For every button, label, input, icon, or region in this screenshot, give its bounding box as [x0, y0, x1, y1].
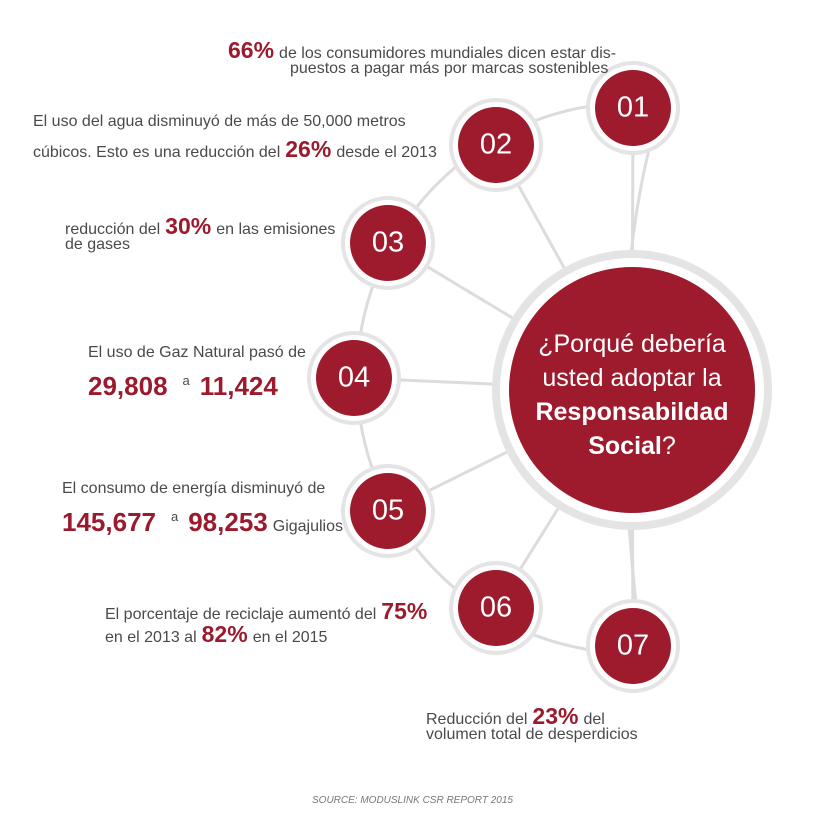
center-text: Responsabildad [535, 398, 728, 426]
text: El porcentaje de reciclaje aumentó del [105, 606, 377, 623]
node-number: 07 [617, 630, 649, 662]
source: SOURCE: MODUSLINK CSR REPORT 2015 [312, 795, 513, 806]
text: de los consumidores mundiales dicen esta… [279, 45, 617, 62]
text-line: cúbicos. Esto es una reducción del 26% des… [33, 136, 437, 162]
highlight: 98,253 [188, 507, 268, 537]
center-line: usted adoptar la [542, 364, 721, 392]
node-circle [458, 107, 534, 183]
text: El uso del agua disminuyó de más de 50,0… [33, 113, 406, 130]
text-line: 29,808 a 11,424 [88, 371, 306, 403]
node-circle [316, 340, 392, 416]
text-line: 145,677 a 98,253 Gigajulios [62, 507, 343, 539]
text: en el 2015 [252, 629, 328, 646]
text-line: El uso del agua disminuyó de más de 50,0… [33, 113, 437, 136]
text-line: El consumo de energía disminuyó de [62, 480, 343, 503]
text-line: de gases [65, 236, 335, 259]
text: desde el 2013 [336, 144, 437, 161]
highlight: 82% [201, 621, 248, 647]
text-line: volumen total de desperdicios [426, 726, 638, 749]
node-number: 06 [480, 592, 512, 624]
item-text: El uso de Gaz Natural pasó de 29,808 a 11,4… [88, 344, 306, 403]
text: cúbicos. Esto es una reducción del [33, 144, 281, 161]
center-text: ? [662, 432, 676, 460]
item-text: Reducción del 23% del volumen total de desp… [426, 703, 638, 749]
text-line: 66% de los consumidores mundiales dicen e… [228, 37, 617, 63]
highlight: 29,808 [88, 371, 168, 401]
text: Reducción del [426, 711, 528, 728]
text: en las emisiones [216, 221, 336, 238]
text: volumen total de desperdicios [426, 726, 638, 743]
item-text: reducción del 30% en las emisiones de gases [65, 213, 335, 259]
text: del [583, 711, 605, 728]
item-text: El consumo de energía disminuyó de 145,67… [62, 480, 343, 539]
highlight: 75% [381, 598, 428, 624]
item-text: El porcentaje de reciclaje aumentó del 75… [105, 598, 427, 647]
center-text: Social [588, 432, 662, 460]
text-line: reducción del 30% en las emisiones [65, 213, 336, 239]
center-line: Responsabildad [535, 398, 728, 426]
node-circle [350, 205, 426, 281]
node-circle [595, 608, 671, 684]
center-circle [509, 267, 755, 513]
text: El consumo de energía disminuyó de [62, 480, 326, 497]
highlight: 23% [532, 703, 579, 729]
node-number: 04 [338, 362, 370, 394]
highlight: a [170, 509, 179, 524]
text: puestos a pagar más por marcas sostenibl… [290, 60, 609, 77]
node-circle [350, 473, 426, 549]
node-number: 03 [372, 227, 404, 259]
highlight: a [182, 373, 190, 388]
text-line: El uso de Gaz Natural pasó de [88, 344, 306, 367]
item-text: El uso del agua disminuyó de más de 50,0… [33, 113, 437, 162]
highlight: 145,677 [62, 507, 156, 537]
node-circle [458, 570, 534, 646]
text-line: puestos a pagar más por marcas sostenibl… [290, 60, 616, 83]
text: Gigajulios [272, 518, 344, 535]
text-line: en el 2013 al 82% en el 2015 [105, 621, 427, 647]
node-number: 05 [372, 495, 404, 527]
node-number: 02 [480, 129, 512, 161]
text: reducción del [65, 221, 161, 238]
center-line: ¿Porqué debería [538, 330, 726, 358]
center-text: ¿Porqué debería [538, 330, 726, 358]
text-line: El porcentaje de reciclaje aumentó del 75… [105, 598, 427, 624]
text: en el 2013 al [105, 629, 197, 646]
text-line: Reducción del 23% del [426, 703, 638, 729]
highlight: 66% [228, 37, 275, 63]
node-circle [595, 70, 671, 146]
node-number: 01 [617, 92, 649, 124]
text: de gases [65, 236, 130, 253]
highlight: 26% [285, 136, 332, 162]
text: El uso de Gaz Natural pasó de [88, 344, 306, 361]
highlight: 30% [165, 213, 212, 239]
item-text: 66% de los consumidores mundiales dicen e… [228, 37, 616, 83]
highlight: 11,424 [199, 371, 278, 401]
center-line: Social? [588, 432, 676, 460]
center-text: usted adoptar la [542, 364, 721, 392]
